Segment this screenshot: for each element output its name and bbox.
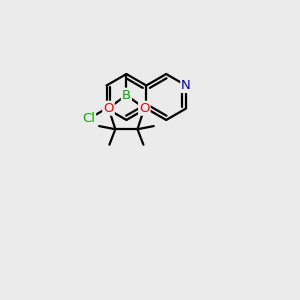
Text: Cl: Cl [82, 112, 95, 125]
Text: O: O [139, 102, 150, 115]
Text: O: O [103, 102, 114, 115]
Text: B: B [122, 89, 131, 102]
Text: N: N [181, 79, 191, 92]
